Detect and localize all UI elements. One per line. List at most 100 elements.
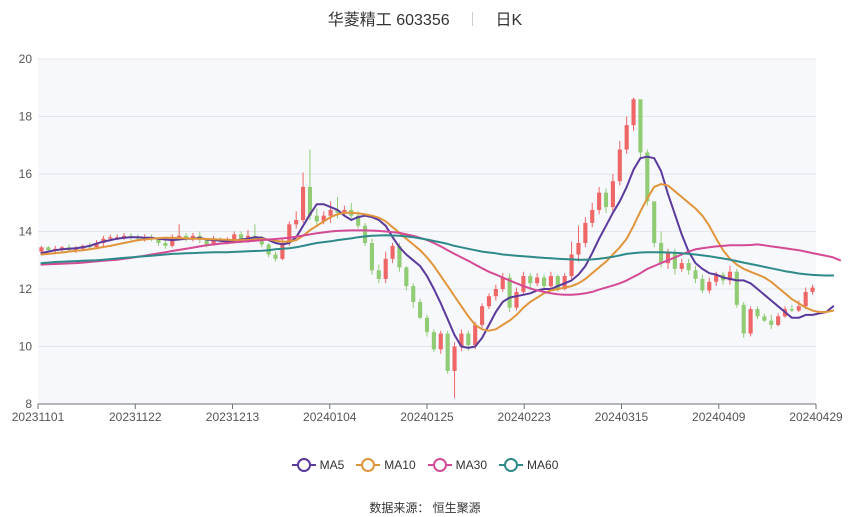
y-tick-label: 12 (19, 282, 33, 296)
candle-body (624, 125, 629, 150)
chart-title: 华菱精工 603356 (327, 12, 450, 29)
candle-body (700, 278, 705, 291)
candle-body (411, 286, 416, 302)
candle-body (39, 247, 44, 252)
candle-body (287, 224, 292, 243)
legend-item-ma30[interactable]: MA30 (427, 458, 488, 472)
chart-legend: MA5 MA10 MA30 MA60 (0, 458, 850, 475)
candle-body (755, 309, 760, 317)
x-tick-label: 20231101 (12, 410, 65, 424)
candle-body (307, 186, 313, 216)
candle-body (686, 263, 691, 271)
candle-body (603, 192, 609, 208)
candle-body (610, 181, 615, 208)
candle-body (803, 291, 808, 307)
candle-body (789, 309, 794, 311)
candle-body (576, 243, 581, 255)
candle-body (356, 215, 361, 226)
ma-line-ma60 (40, 234, 835, 277)
candle-body (177, 235, 182, 238)
candle-body (652, 201, 657, 243)
candle-body (734, 271, 739, 305)
legend-item-ma10[interactable]: MA10 (356, 458, 416, 472)
ma-line-ma30 (40, 229, 842, 296)
candle-body (583, 222, 588, 243)
candle-body (473, 324, 478, 346)
legend-swatch (291, 458, 316, 472)
candle-body (321, 215, 326, 222)
candle-body (46, 247, 51, 251)
candle-body (727, 271, 733, 281)
candle-body (438, 333, 443, 350)
legend-item-ma5[interactable]: MA5 (291, 458, 345, 472)
legend-item-ma60[interactable]: MA60 (499, 458, 558, 472)
candle-body (762, 316, 767, 321)
legend-label: MA5 (319, 458, 345, 472)
candle-body (108, 237, 113, 239)
candle-body (404, 267, 409, 287)
candle-body (480, 306, 485, 325)
x-tick-label: 20240223 (498, 410, 552, 424)
x-tick-label: 20240104 (303, 410, 357, 424)
candle-body (369, 243, 374, 271)
x-tick-label: 20231122 (109, 410, 162, 424)
candle-body (500, 277, 505, 289)
candle-body (672, 253, 677, 269)
legend-swatch (356, 458, 381, 472)
candle-body (638, 99, 643, 153)
source-name: 恒生聚源 (432, 501, 481, 515)
candle-body (204, 240, 209, 245)
data-source: 数据来源： 恒生聚源 (0, 499, 850, 516)
candle-body (466, 333, 471, 346)
candle-body (569, 254, 574, 277)
candle-body (121, 235, 127, 238)
candle-body (301, 186, 306, 220)
candle-body (273, 254, 278, 259)
candle-body (335, 209, 340, 213)
candle-body (514, 291, 519, 308)
candle-body (376, 270, 381, 279)
y-tick-label: 16 (19, 167, 33, 181)
candle-body (714, 274, 719, 282)
legend-label: MA10 (384, 458, 416, 472)
x-tick-label: 20240125 (400, 410, 454, 424)
y-tick-label: 10 (19, 340, 33, 354)
candle-body (796, 306, 801, 311)
candle-body (776, 316, 781, 325)
candle-body (769, 320, 774, 325)
legend-label: MA60 (527, 458, 559, 472)
legend-label: MA30 (455, 458, 488, 472)
candle-body (239, 234, 244, 241)
y-tick-label: 14 (19, 225, 33, 239)
x-tick-label: 20240429 (789, 410, 843, 424)
candle-body (452, 346, 457, 371)
candle-body (679, 263, 684, 269)
x-tick-label: 20240409 (692, 410, 746, 424)
legend-swatch (427, 458, 452, 472)
candle-body (555, 276, 560, 289)
candle-body (418, 301, 423, 318)
candle-body (459, 333, 464, 347)
candle-body (810, 287, 815, 292)
period-label[interactable]: 日K (495, 12, 523, 29)
candle-body (693, 270, 698, 279)
candle-body (486, 296, 492, 307)
candle-body (748, 309, 753, 334)
candle-body (183, 235, 189, 239)
candle-body (631, 99, 636, 126)
candle-body (597, 192, 602, 210)
candle-body (707, 281, 712, 291)
candle-body (94, 243, 99, 248)
candle-body (163, 243, 168, 246)
candle-body (507, 277, 512, 308)
candle-body (328, 209, 333, 216)
source-label: 数据来源： (369, 501, 430, 515)
candle-body (617, 149, 622, 182)
candle-body (73, 248, 78, 251)
candle-body (362, 225, 368, 243)
candle-body (397, 245, 402, 268)
candle-body (535, 277, 540, 284)
candle-body (280, 243, 285, 259)
ma-line-ma5 (40, 155, 835, 349)
x-tick-label: 20231213 (206, 410, 260, 424)
